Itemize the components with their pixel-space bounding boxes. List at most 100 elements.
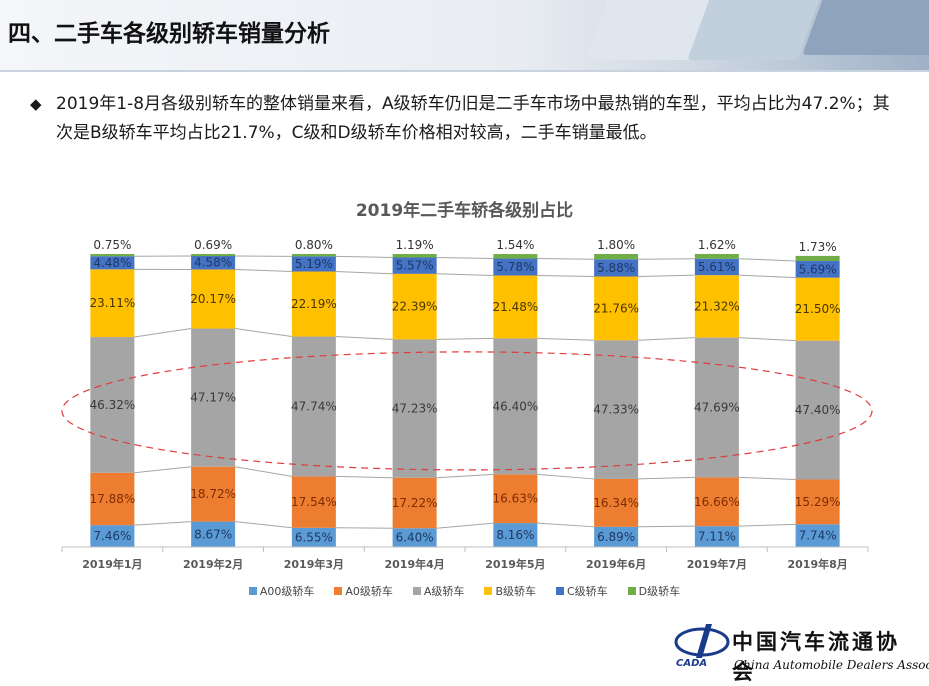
chart-legend: A00级轿车 A0级轿车 A级轿车 B级轿车 C级轿车 D级轿车	[0, 583, 929, 599]
x-tick-label: 2019年5月	[485, 557, 545, 571]
data-label-a: 47.17%	[190, 391, 236, 405]
data-label-a: 47.40%	[795, 403, 841, 417]
legend-swatch	[413, 587, 421, 595]
series-connector-line	[336, 272, 393, 274]
series-connector-line	[638, 477, 695, 479]
data-label-a00: 7.74%	[799, 529, 837, 543]
series-connector-line	[739, 477, 796, 479]
data-label-d: 1.62%	[698, 238, 736, 252]
data-label-d: 1.54%	[496, 238, 534, 252]
legend-label: D级轿车	[639, 585, 680, 598]
series-connector-line	[638, 275, 695, 276]
legend-label: A00级轿车	[260, 585, 315, 598]
legend-label: A0级轿车	[345, 585, 393, 598]
x-tick-label: 2019年7月	[687, 557, 747, 571]
series-connector-line	[537, 259, 594, 260]
data-label-a0: 15.29%	[795, 495, 841, 509]
data-label-c: 4.58%	[194, 256, 232, 270]
data-label-d: 0.75%	[93, 238, 131, 252]
legend-item-d: D级轿车	[628, 583, 680, 599]
series-connector-line	[134, 467, 191, 473]
data-label-c: 4.48%	[93, 256, 131, 270]
data-label-b: 20.17%	[190, 292, 236, 306]
series-connector-line	[235, 269, 292, 271]
legend-item-a: A级轿车	[413, 583, 465, 599]
series-connector-line	[739, 275, 796, 277]
data-label-a00: 8.67%	[194, 527, 232, 541]
legend-swatch	[556, 587, 564, 595]
cada-logo: CADA 中国汽车流通协会 China Automobile Dealers A…	[672, 620, 922, 676]
data-label-c: 5.78%	[496, 260, 534, 274]
series-connector-line	[537, 523, 594, 527]
bar-d	[493, 254, 537, 259]
x-tick-label: 2019年6月	[586, 557, 646, 571]
data-label-a0: 16.63%	[492, 492, 538, 506]
legend-label: B级轿车	[495, 585, 536, 598]
data-label-c: 5.88%	[597, 261, 635, 275]
bar-d	[594, 254, 638, 259]
data-label-b: 21.48%	[492, 300, 538, 314]
data-label-c: 5.61%	[698, 260, 736, 274]
data-label-c: 5.19%	[295, 257, 333, 271]
series-connector-line	[739, 259, 796, 261]
data-label-a: 46.32%	[89, 398, 135, 412]
data-label-c: 5.69%	[799, 262, 837, 276]
data-label-b: 22.39%	[392, 300, 438, 314]
series-connector-line	[437, 257, 494, 258]
data-label-a0: 17.88%	[89, 492, 135, 506]
logo-english-name: China Automobile Dealers Association	[734, 658, 929, 672]
legend-item-c: C级轿车	[556, 583, 608, 599]
data-label-d: 1.73%	[799, 240, 837, 254]
data-label-a0: 16.34%	[593, 496, 639, 510]
series-connector-line	[235, 467, 292, 477]
data-label-a: 47.69%	[694, 400, 740, 414]
data-label-a: 47.23%	[392, 402, 438, 416]
series-connector-line	[739, 338, 796, 341]
series-connector-line	[638, 338, 695, 341]
data-label-a0: 16.66%	[694, 495, 740, 509]
x-tick-label: 2019年3月	[284, 557, 344, 571]
data-label-c: 5.57%	[396, 259, 434, 273]
data-label-a00: 7.11%	[698, 530, 736, 544]
data-label-d: 1.19%	[396, 238, 434, 252]
data-label-a00: 6.40%	[396, 531, 434, 545]
series-connector-line	[336, 337, 393, 340]
data-label-d: 0.69%	[194, 238, 232, 252]
data-label-a00: 6.55%	[295, 530, 333, 544]
logo-abbreviation: CADA	[676, 658, 707, 669]
data-label-a: 46.40%	[492, 399, 538, 413]
data-label-a0: 17.54%	[291, 495, 337, 509]
annotation-ellipse	[62, 352, 872, 470]
bar-d	[393, 254, 437, 257]
series-connector-line	[134, 329, 191, 337]
legend-item-b: B级轿车	[484, 583, 536, 599]
data-label-b: 22.19%	[291, 297, 337, 311]
legend-label: C级轿车	[567, 585, 608, 598]
series-connector-line	[638, 259, 695, 260]
legend-swatch	[484, 587, 492, 595]
legend-label: A级轿车	[424, 585, 465, 598]
series-connector-line	[235, 329, 292, 337]
data-label-b: 23.11%	[89, 296, 135, 310]
data-label-a: 47.74%	[291, 399, 337, 413]
data-label-b: 21.32%	[694, 299, 740, 313]
data-label-a0: 18.72%	[190, 487, 236, 501]
series-connector-line	[638, 526, 695, 527]
data-label-a00: 6.89%	[597, 530, 635, 544]
series-connector-line	[437, 474, 494, 477]
logo-chinese-name: 中国汽车流通协会	[732, 626, 922, 686]
data-label-d: 0.80%	[295, 238, 333, 252]
series-connector-line	[437, 523, 494, 528]
x-tick-label: 2019年4月	[384, 557, 444, 571]
series-connector-line	[739, 524, 796, 526]
series-connector-line	[235, 522, 292, 528]
series-connector-line	[336, 256, 393, 257]
series-connector-line	[437, 338, 494, 339]
series-connector-line	[537, 275, 594, 276]
series-connector-line	[537, 338, 594, 340]
series-connector-line	[336, 476, 393, 477]
legend-swatch	[628, 587, 636, 595]
data-label-b: 21.50%	[795, 302, 841, 316]
data-label-a0: 17.22%	[392, 496, 438, 510]
